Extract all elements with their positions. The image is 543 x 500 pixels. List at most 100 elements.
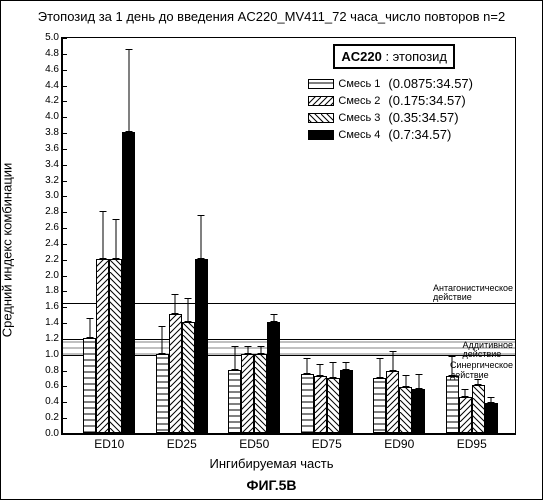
legend-item: Смесь 1 (0.0875:34.57) [308, 76, 473, 91]
figure-label: ФИГ.5В [1, 477, 542, 493]
x-tick: ED10 [94, 433, 124, 451]
y-tick: 3.8 [45, 128, 63, 138]
y-axis-label: Средний индекс комбинации [0, 163, 15, 338]
error-bar [247, 346, 248, 354]
bar [485, 403, 498, 433]
error-bar [162, 326, 163, 354]
legend-swatch [308, 113, 334, 123]
bar [83, 338, 96, 433]
legend: Смесь 1 (0.0875:34.57) Смесь 2(0.175:34.57… [308, 74, 473, 144]
note-synergistic: Синергическоедействие [450, 361, 513, 381]
y-tick: 3.0 [45, 191, 63, 201]
bar [446, 376, 459, 433]
legend-item: Смесь 4 (0.7:34.57) [308, 127, 473, 142]
y-tick: 1.4 [45, 318, 63, 328]
legend-item: Смесь 3 (0.35:34.57) [308, 110, 473, 125]
x-tick: ED90 [384, 433, 414, 451]
bar [182, 322, 195, 433]
error-bar [102, 211, 103, 259]
y-tick: 0.6 [45, 381, 63, 391]
y-tick: 4.0 [45, 112, 63, 122]
plot-area: 0.00.20.40.60.81.01.21.41.61.82.02.22.42… [61, 37, 516, 435]
bar [254, 354, 267, 433]
error-bar [188, 298, 189, 322]
y-tick: 3.4 [45, 160, 63, 170]
bar [399, 387, 412, 433]
y-tick: 1.0 [45, 350, 63, 360]
legend-header: AC220 : этопозид [333, 44, 455, 69]
y-tick: 4.2 [45, 96, 63, 106]
bar [340, 370, 353, 433]
y-tick: 1.2 [45, 334, 63, 344]
legend-ratio: (0.35:34.57) [388, 110, 458, 125]
error-bar [346, 362, 347, 370]
x-tick: ED95 [457, 433, 487, 451]
y-tick: 0.8 [45, 366, 63, 376]
legend-swatch [308, 130, 334, 140]
error-bar [465, 389, 466, 397]
bar [412, 389, 425, 433]
bar [122, 132, 135, 433]
legend-label: Смесь 4 [338, 129, 380, 141]
error-bar [273, 314, 274, 322]
bar [472, 385, 485, 433]
bar [327, 378, 340, 433]
x-tick: ED75 [312, 433, 342, 451]
legend-label: Смесь 1 [338, 78, 380, 90]
y-tick: 0.2 [45, 413, 63, 423]
error-bar [260, 346, 261, 354]
x-tick: ED50 [239, 433, 269, 451]
bar [169, 314, 182, 433]
bar [109, 259, 122, 433]
error-bar [201, 215, 202, 259]
bar [267, 322, 280, 433]
bar [301, 374, 314, 433]
y-tick: 0.4 [45, 397, 63, 407]
error-bar [128, 49, 129, 132]
error-bar [333, 362, 334, 378]
error-bar [418, 374, 419, 390]
x-tick: ED25 [167, 433, 197, 451]
note-additive: Аддитивноедействие [463, 341, 513, 361]
y-tick: 2.2 [45, 255, 63, 265]
error-bar [89, 318, 90, 338]
x-axis-label: Ингибируемая часть [1, 456, 542, 471]
y-tick: 3.6 [45, 144, 63, 154]
y-tick: 4.6 [45, 65, 63, 75]
legend-ratio: (0.7:34.57) [388, 127, 451, 142]
figure-page: Этопозид за 1 день до введения AC220_MV4… [0, 0, 543, 500]
y-tick: 1.8 [45, 286, 63, 296]
legend-swatch [308, 96, 334, 106]
legend-ratio: (0.0875:34.57) [388, 76, 473, 91]
error-bar [379, 358, 380, 378]
bar [195, 259, 208, 433]
y-tick: 4.4 [45, 81, 63, 91]
error-bar [392, 351, 393, 371]
bar [96, 259, 109, 433]
legend-swatch [308, 79, 334, 89]
error-bar [320, 364, 321, 376]
note-antagonistic: Антагонистическоедействие [433, 284, 513, 304]
bar [314, 376, 327, 433]
error-bar [491, 397, 492, 403]
legend-item: Смесь 2(0.175:34.57) [308, 93, 473, 108]
y-tick: 2.0 [45, 271, 63, 281]
y-tick: 2.4 [45, 239, 63, 249]
bar [241, 354, 254, 433]
y-tick: 2.6 [45, 223, 63, 233]
legend-label: Смесь 3 [338, 112, 380, 124]
y-tick: 0.0 [45, 429, 63, 439]
error-bar [175, 294, 176, 314]
error-bar [115, 219, 116, 259]
y-tick: 5.0 [45, 33, 63, 43]
y-tick: 1.6 [45, 302, 63, 312]
chart-title: Этопозид за 1 день до введения AC220_MV4… [1, 9, 542, 24]
y-tick: 3.2 [45, 176, 63, 186]
y-tick: 4.8 [45, 49, 63, 59]
bar [156, 354, 169, 433]
y-tick: 2.8 [45, 207, 63, 217]
bar [373, 378, 386, 433]
bar [386, 371, 399, 433]
bar [459, 397, 472, 433]
legend-label: Смесь 2 [338, 95, 380, 107]
